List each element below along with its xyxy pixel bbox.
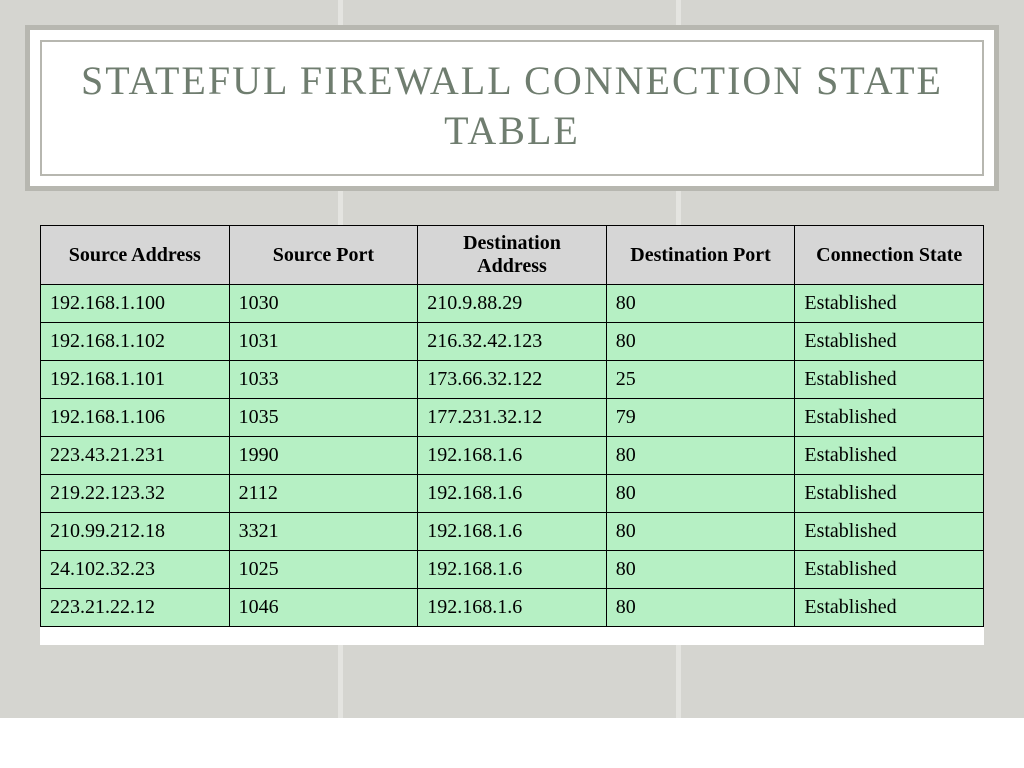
table-cell: 80 xyxy=(606,551,795,589)
table-cell: 80 xyxy=(606,475,795,513)
table-cell: 3321 xyxy=(229,513,418,551)
table-cell: 192.168.1.106 xyxy=(41,399,230,437)
table-cell: 192.168.1.6 xyxy=(418,551,607,589)
col-destination-port: Destination Port xyxy=(606,226,795,285)
table-cell: 216.32.42.123 xyxy=(418,323,607,361)
col-connection-state: Connection State xyxy=(795,226,984,285)
table-cell: Established xyxy=(795,437,984,475)
table-cell: Established xyxy=(795,475,984,513)
table-cell: 210.9.88.29 xyxy=(418,285,607,323)
table-cell: 80 xyxy=(606,285,795,323)
table-cell: Established xyxy=(795,551,984,589)
title-frame: STATEFUL FIREWALL CONNECTION STATE TABLE xyxy=(25,25,999,191)
table-cell: 192.168.1.101 xyxy=(41,361,230,399)
table-cell: 192.168.1.102 xyxy=(41,323,230,361)
table-row: 210.99.212.183321192.168.1.680Establishe… xyxy=(41,513,984,551)
table-cell: 223.43.21.231 xyxy=(41,437,230,475)
table-cell: 192.168.1.100 xyxy=(41,285,230,323)
connection-state-table: Source Address Source Port Destination A… xyxy=(40,225,984,627)
title-frame-inner: STATEFUL FIREWALL CONNECTION STATE TABLE xyxy=(40,40,984,176)
table-cell: 1035 xyxy=(229,399,418,437)
table-cell: Established xyxy=(795,589,984,627)
col-source-port: Source Port xyxy=(229,226,418,285)
table-body: 192.168.1.1001030210.9.88.2980Establishe… xyxy=(41,285,984,627)
table-row: 192.168.1.1011033173.66.32.12225Establis… xyxy=(41,361,984,399)
table-cell: 219.22.123.32 xyxy=(41,475,230,513)
table-cell: 79 xyxy=(606,399,795,437)
table-row: 192.168.1.1061035177.231.32.1279Establis… xyxy=(41,399,984,437)
col-source-address: Source Address xyxy=(41,226,230,285)
table-row: 192.168.1.1001030210.9.88.2980Establishe… xyxy=(41,285,984,323)
table-cell: Established xyxy=(795,285,984,323)
table-row: 192.168.1.1021031216.32.42.12380Establis… xyxy=(41,323,984,361)
table-cell: 24.102.32.23 xyxy=(41,551,230,589)
table-row: 223.43.21.2311990192.168.1.680Establishe… xyxy=(41,437,984,475)
table-row: 219.22.123.322112192.168.1.680Establishe… xyxy=(41,475,984,513)
table-cell: 25 xyxy=(606,361,795,399)
table-cell: 192.168.1.6 xyxy=(418,589,607,627)
footer-bar xyxy=(0,718,1024,768)
table-cell: 80 xyxy=(606,513,795,551)
table-cell: 177.231.32.12 xyxy=(418,399,607,437)
table-cell: 210.99.212.18 xyxy=(41,513,230,551)
table-cell: 192.168.1.6 xyxy=(418,513,607,551)
table-cell: 1990 xyxy=(229,437,418,475)
connection-table-container: Source Address Source Port Destination A… xyxy=(40,225,984,645)
table-cell: 1025 xyxy=(229,551,418,589)
page-title: STATEFUL FIREWALL CONNECTION STATE TABLE xyxy=(52,56,972,156)
table-cell: Established xyxy=(795,361,984,399)
table-cell: 80 xyxy=(606,437,795,475)
table-cell: 223.21.22.12 xyxy=(41,589,230,627)
table-cell: Established xyxy=(795,399,984,437)
table-cell: 192.168.1.6 xyxy=(418,437,607,475)
table-cell: Established xyxy=(795,513,984,551)
table-cell: Established xyxy=(795,323,984,361)
table-cell: 1030 xyxy=(229,285,418,323)
table-cell: 2112 xyxy=(229,475,418,513)
table-cell: 1046 xyxy=(229,589,418,627)
table-cell: 173.66.32.122 xyxy=(418,361,607,399)
col-destination-address: Destination Address xyxy=(418,226,607,285)
table-cell: 192.168.1.6 xyxy=(418,475,607,513)
table-cell: 80 xyxy=(606,323,795,361)
table-row: 24.102.32.231025192.168.1.680Established xyxy=(41,551,984,589)
table-header-row: Source Address Source Port Destination A… xyxy=(41,226,984,285)
table-cell: 1031 xyxy=(229,323,418,361)
table-row: 223.21.22.121046192.168.1.680Established xyxy=(41,589,984,627)
table-cell: 80 xyxy=(606,589,795,627)
table-cell: 1033 xyxy=(229,361,418,399)
